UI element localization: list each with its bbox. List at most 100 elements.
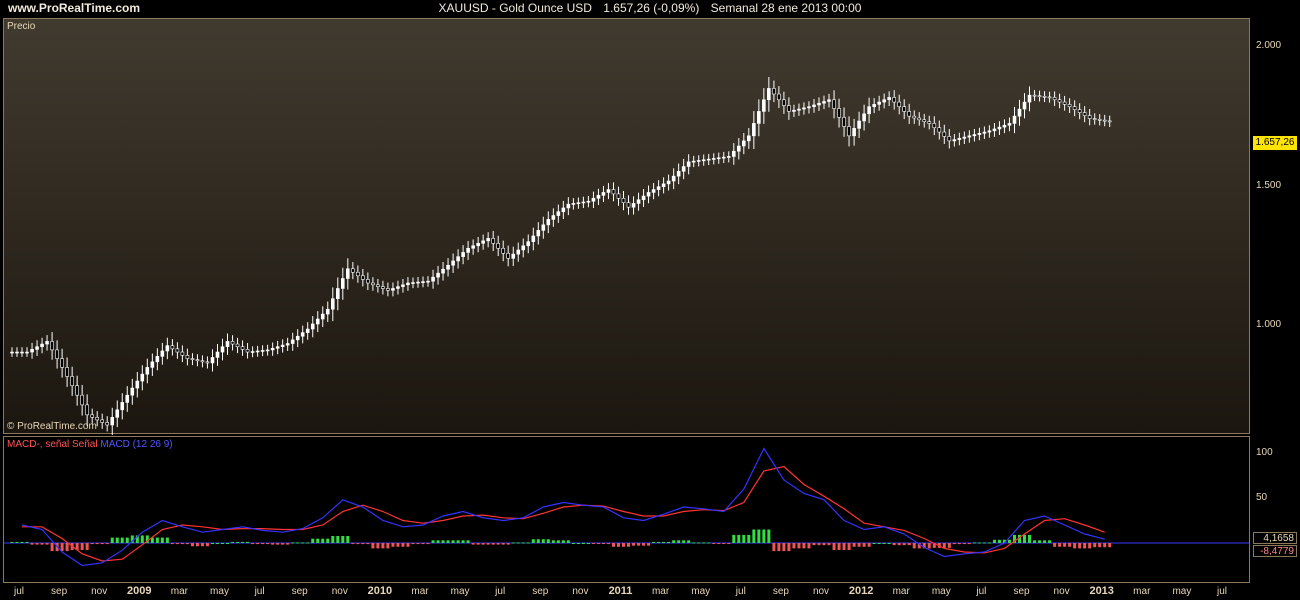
macd-histogram-bar: [842, 543, 846, 551]
macd-histogram-bar: [852, 543, 856, 547]
macd-histogram-bar: [190, 543, 194, 547]
macd-histogram-bar: [1002, 539, 1006, 543]
x-tick-label: may: [210, 586, 229, 597]
candle-body: [225, 341, 230, 348]
macd-histogram-bar: [581, 543, 585, 544]
candle-body: [491, 238, 496, 244]
macd-histogram-bar: [782, 543, 786, 552]
symbol-title: XAUUSD - Gold Ounce USD: [438, 1, 592, 15]
candle-body: [200, 360, 205, 363]
macd-histogram-bar: [80, 543, 84, 551]
macd-histogram-bar: [571, 543, 575, 544]
candle-body: [952, 139, 957, 142]
candle-body: [601, 192, 606, 196]
y-tick-1500: 1.500: [1256, 180, 1282, 191]
macd-histogram-bar: [657, 541, 661, 543]
macd-histogram-bar: [521, 542, 525, 544]
candle-body: [481, 240, 485, 244]
macd-panel[interactable]: MACD-, señal Señal MACD (12 26 9): [3, 436, 1250, 583]
candle-body: [476, 243, 480, 247]
macd-histogram-bar: [256, 543, 260, 545]
candle-body: [812, 104, 816, 108]
candle-body: [646, 192, 651, 197]
candle-body: [696, 160, 701, 162]
macd-histogram-bar: [962, 543, 966, 545]
candle-body: [275, 346, 280, 349]
candle-body: [135, 380, 140, 389]
macd-value-1: 4,1658: [1253, 532, 1297, 544]
macd-histogram-bar: [135, 535, 139, 543]
macd-histogram-bar: [912, 543, 916, 549]
macd-histogram-bar: [120, 537, 124, 543]
candle-body: [115, 409, 120, 418]
x-tick-label: mar: [411, 586, 429, 597]
candle-body: [536, 230, 541, 237]
macd-histogram-bar: [677, 540, 681, 543]
candle-body: [155, 356, 160, 363]
macd-histogram-bar: [165, 537, 169, 543]
chart-header: XAUUSD - Gold Ounce USD 1.657,26 (-0,09%…: [0, 1, 1300, 15]
x-tick-label: may: [931, 586, 951, 597]
macd-histogram-bar: [366, 543, 370, 545]
macd-histogram-bar: [762, 529, 766, 543]
candle-body: [95, 417, 99, 421]
candle-body: [752, 123, 756, 137]
x-tick-label: jul: [735, 586, 746, 597]
candle-body: [1082, 112, 1087, 116]
signal-line: [22, 465, 1105, 562]
x-tick-label: sep: [291, 586, 308, 597]
x-tick-label: nov: [572, 586, 589, 597]
x-tick-label: 2012: [848, 585, 874, 597]
macd-histogram-bar: [606, 543, 610, 544]
candle-body: [817, 102, 821, 106]
price-panel[interactable]: Precio © ProRealTime.com: [3, 18, 1250, 434]
candle-body: [456, 256, 460, 262]
candle-body: [416, 281, 420, 284]
candle-body: [1037, 95, 1042, 98]
macd-histogram-bar: [1048, 540, 1052, 543]
macd-histogram-bar: [586, 543, 590, 544]
candle-body: [616, 193, 621, 199]
candle-body: [190, 358, 195, 360]
macd-histogram-bar: [932, 543, 936, 548]
candle-body: [867, 106, 871, 115]
macd-histogram-bar: [617, 543, 620, 547]
candle-body: [1017, 108, 1022, 117]
macd-histogram-bar: [867, 543, 871, 547]
macd-histogram-bar: [376, 543, 380, 549]
candle-body: [466, 247, 470, 253]
candle-body: [882, 99, 886, 103]
candle-body: [541, 224, 546, 231]
candle-body: [746, 135, 751, 142]
candle-body: [335, 288, 340, 300]
macd-histogram-bar: [331, 535, 335, 543]
candle-body: [902, 106, 907, 112]
candle-body: [606, 189, 611, 193]
macd-histogram-bar: [757, 529, 761, 543]
macd-histogram-bar: [1063, 543, 1067, 547]
candle-body: [626, 202, 631, 208]
macd-histogram-bar: [722, 543, 726, 544]
macd-histogram-bar: [541, 539, 545, 543]
macd-histogram-bar: [356, 543, 360, 545]
macd-histogram-bar: [777, 543, 781, 552]
candle-body: [65, 367, 69, 377]
x-tick-label: nov: [1053, 586, 1070, 597]
macd-histogram-bar: [727, 543, 731, 544]
macd-histogram-bar: [591, 543, 595, 544]
macd-histogram-bar: [266, 543, 270, 545]
candle-body: [1032, 94, 1037, 97]
candle-body: [240, 346, 245, 350]
macd-histogram-bar: [742, 534, 746, 543]
macd-histogram-bar: [1088, 543, 1092, 549]
macd-histogram-bar: [982, 542, 986, 544]
x-tick-label: mar: [1133, 586, 1151, 597]
macd-histogram-bar: [316, 538, 320, 543]
candle-body: [290, 339, 295, 344]
candle-body: [300, 332, 305, 337]
site-url[interactable]: www.ProRealTime.com: [8, 1, 141, 15]
macd-histogram-bar: [817, 543, 821, 546]
candle-body: [436, 272, 440, 278]
macd-histogram-bar: [576, 543, 580, 544]
candle-body: [932, 123, 937, 129]
